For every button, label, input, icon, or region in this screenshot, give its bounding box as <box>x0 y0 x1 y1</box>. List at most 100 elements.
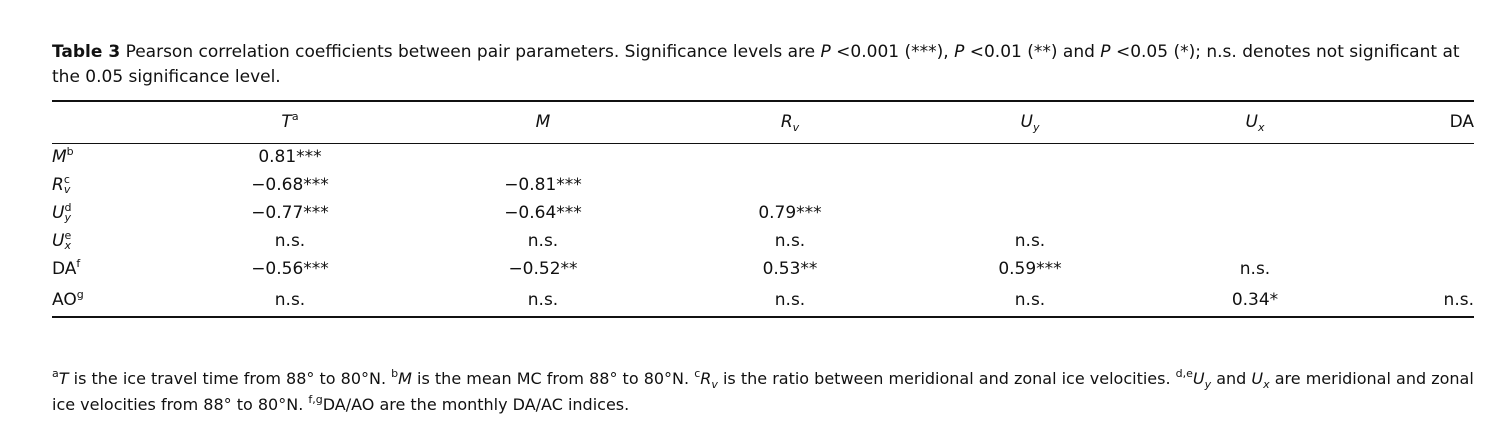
caption-text: <0.001 (***), <box>830 42 955 62</box>
table-cell: n.s. <box>874 283 1186 317</box>
table-cell: −0.81*** <box>380 171 706 199</box>
row-header: Ue x <box>52 227 200 255</box>
footnote-text: T <box>58 369 69 388</box>
footnote-text: is the ice travel time from 88° to 80°N. <box>68 369 392 388</box>
table-row: Mb 0.81*** <box>52 143 1474 171</box>
cell-value: 0.59*** <box>998 259 1062 279</box>
footnote-mark: f,g <box>308 393 323 406</box>
row-header-text: DA <box>52 259 77 279</box>
cell-value: −0.52** <box>508 259 578 279</box>
correlation-table: Ta M Rv Uy Ux DA Mb 0.81*** Rc v −0.68*** −0.81***… <box>52 100 1474 318</box>
table-caption: Table 3 Pearson correlation coefficients… <box>52 40 1477 90</box>
row-header: AOg <box>52 283 200 317</box>
column-header-text: R <box>780 112 793 133</box>
caption-text: Pearson correlation coefficients between… <box>125 42 821 62</box>
footnote-mark: c <box>694 367 701 380</box>
corner-cell <box>52 101 200 143</box>
table-cell: −0.77*** <box>200 199 380 227</box>
column-header: Ta <box>200 101 380 143</box>
row-header-text-sup: b <box>66 145 74 159</box>
cell-value: n.s. <box>527 231 559 251</box>
cell-value: n.s. <box>1014 289 1046 310</box>
row-header-text: U <box>52 231 65 251</box>
table-cell: 0.81*** <box>200 143 380 171</box>
cell-value: n.s. <box>274 231 306 251</box>
footnote-mark: a <box>52 367 59 380</box>
table-cell <box>380 143 706 171</box>
table-row: Ue x n.s. n.s. n.s. n.s. <box>52 227 1474 255</box>
row-header-text: AO <box>52 289 77 310</box>
table-cell <box>1324 143 1474 171</box>
cell-value: −0.77*** <box>251 203 329 223</box>
cell-value: n.s. <box>774 231 806 251</box>
column-header-text: T <box>281 112 292 133</box>
table-cell: 0.53** <box>706 255 874 283</box>
footnote-text: U <box>1192 369 1205 388</box>
column-header: DA <box>1324 101 1474 143</box>
cell-value: 0.81*** <box>258 147 322 168</box>
row-header-text: U <box>52 203 65 223</box>
header-row: Ta M Rv Uy Ux DA <box>52 101 1474 143</box>
table-cell: n.s. <box>380 227 706 255</box>
column-header: Uy <box>874 101 1186 143</box>
row-header: DAf <box>52 255 200 283</box>
footnote-text: is the ratio between meridional and zona… <box>717 369 1176 388</box>
cell-value: n.s. <box>274 289 306 310</box>
table-cell: n.s. <box>1186 255 1324 283</box>
column-header: Ux <box>1186 101 1324 143</box>
footnote-text: DA/AO are the monthly DA/AC indices. <box>322 395 630 414</box>
column-header-text: M <box>535 112 551 133</box>
table-cell: −0.52** <box>380 255 706 283</box>
table-cell: −0.64*** <box>380 199 706 227</box>
cell-value: n.s. <box>1014 231 1046 251</box>
table-cell: −0.56*** <box>200 255 380 283</box>
row-header-text-sub: x <box>64 239 71 252</box>
cell-value: 0.53** <box>762 259 818 279</box>
caption-text: <0.01 (**) and <box>964 42 1101 62</box>
table-cell: 0.34* <box>1186 283 1324 317</box>
table-cell: 0.59*** <box>874 255 1186 283</box>
caption-text: <0.05 (*); n.s. denotes not significant … <box>52 42 1460 87</box>
footnote-text: y <box>1204 378 1212 391</box>
footnote-text: x <box>1263 378 1270 391</box>
column-header-text-sub: y <box>1032 121 1040 135</box>
table-cell: −0.68*** <box>200 171 380 199</box>
table-cell <box>874 171 1186 199</box>
cell-value: n.s. <box>1239 259 1271 279</box>
footnote-text: is the mean MC from 88° to 80°N. <box>411 369 695 388</box>
column-header: M <box>380 101 706 143</box>
cell-value: 0.34* <box>1231 289 1279 310</box>
table-cell <box>1324 199 1474 227</box>
table-cell: n.s. <box>706 227 874 255</box>
table-cell <box>1186 227 1324 255</box>
table-cell: n.s. <box>706 283 874 317</box>
row-header-text-sup: e <box>64 229 72 242</box>
caption-text: P <box>820 42 831 62</box>
row-header-text-sup: c <box>63 173 70 186</box>
column-header-text-sub: y <box>1033 121 1040 134</box>
table-cell <box>874 199 1186 227</box>
table-cell <box>1186 171 1324 199</box>
footnote-mark: d,e <box>1175 367 1193 380</box>
cell-value: −0.68*** <box>251 175 329 195</box>
caption-text: P <box>1100 42 1111 62</box>
footnote: aT is the ice travel time from 88° to 80… <box>52 366 1477 418</box>
row-header-text-sup: f <box>76 257 81 270</box>
footnote-text: v <box>711 378 718 391</box>
table-cell: n.s. <box>380 283 706 317</box>
table-cell <box>706 171 874 199</box>
row-header-text-sup: d <box>64 201 72 214</box>
column-header-text-sub: x <box>1257 121 1265 135</box>
table-cell <box>1324 171 1474 199</box>
cell-value: −0.64*** <box>504 203 582 223</box>
footnote-text: and <box>1211 369 1252 388</box>
row-header: Rc v <box>52 171 200 199</box>
caption-text: P <box>954 42 965 62</box>
row-header-text-sub: y <box>64 211 71 224</box>
table-cell: 0.79*** <box>706 199 874 227</box>
column-header-text-sub: x <box>1258 121 1265 134</box>
row-header-text: M <box>52 147 67 168</box>
